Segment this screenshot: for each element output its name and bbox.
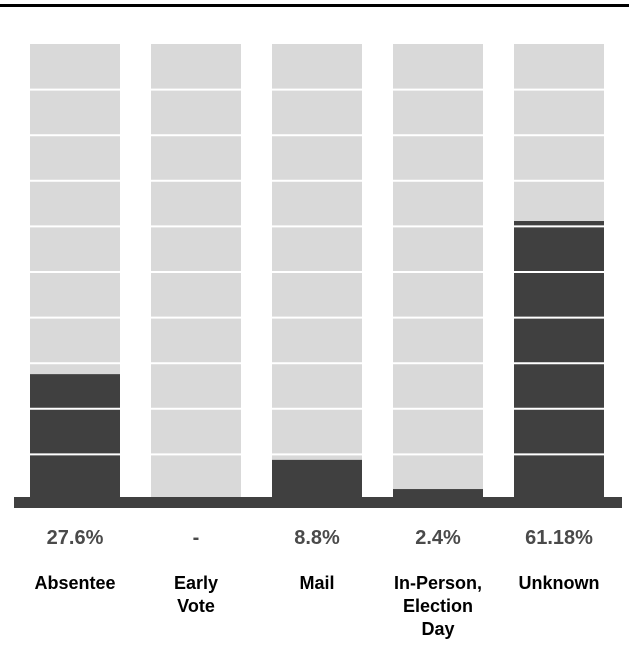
bar-in-person-election-day bbox=[393, 489, 483, 500]
category-label-mail: Mail bbox=[299, 573, 334, 593]
value-label-mail: 8.8% bbox=[294, 527, 340, 549]
bar-mail bbox=[272, 459, 362, 500]
bar-unknown bbox=[514, 221, 604, 500]
value-label-unknown: 61.18% bbox=[525, 527, 593, 549]
x-axis-baseline bbox=[14, 497, 622, 508]
value-label-early-vote: - bbox=[193, 527, 200, 549]
category-label-in-person-election-day: In-Person, Election Day bbox=[394, 573, 482, 639]
top-rule bbox=[0, 4, 629, 7]
category-label-unknown: Unknown bbox=[519, 573, 600, 593]
category-label-early-vote: Early Vote bbox=[174, 573, 218, 616]
value-label-absentee: 27.6% bbox=[47, 527, 104, 549]
bar-absentee bbox=[30, 374, 120, 500]
category-label-absentee: Absentee bbox=[34, 573, 115, 593]
value-label-in-person-election-day: 2.4% bbox=[415, 527, 461, 549]
